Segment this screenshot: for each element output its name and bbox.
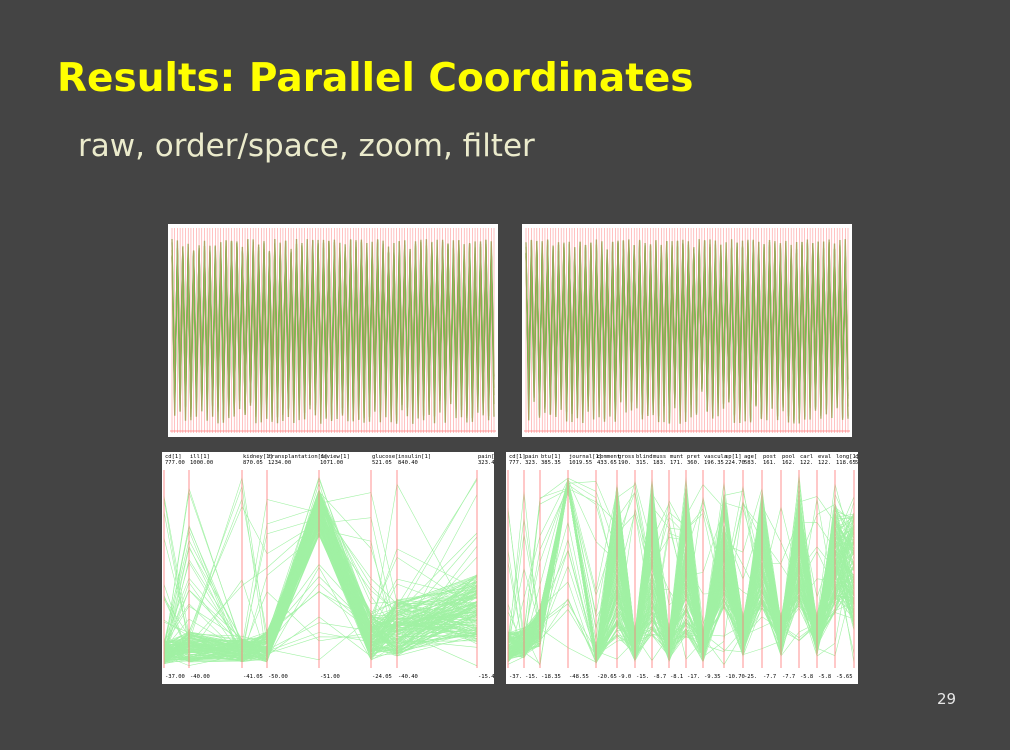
axis-name-label: pain [525,454,539,460]
axis-max-label: 840.40 [398,460,418,466]
axis-min-label: -40.00 [190,674,210,680]
axis-max-label: 1000.00 [190,460,214,466]
axis-max-label: 122. [818,460,832,466]
slide-subtitle: raw, order/space, zoom, filter [78,128,535,164]
axis-min-label: -37.00 [165,674,185,680]
raw-axes [525,228,849,433]
axis-max-label: 1019.55 [569,460,593,466]
axis-name-label: eval [818,454,832,460]
axis-min-label: -20.65 [597,674,617,680]
axis-min-label: -17. [687,674,701,680]
axis-min-label: -8.1 [670,674,684,680]
axis-max-label: 777. [509,460,523,466]
raw-plot-right [522,224,852,437]
raw-parallel-coordinates-left [168,224,498,437]
raw-plot-left [168,224,498,437]
axis-name-label: review[1] [320,454,350,460]
data-lines [163,476,478,667]
axis-name-label: age[ [744,454,758,460]
axis-name-label: post [763,454,777,460]
axis-name-label: pret [687,454,701,460]
axis-name-label: journal[1] [569,454,603,460]
axis-name-label: sp[1] [725,454,742,460]
axis-max-label: 190. [618,460,632,466]
axis-name-label: pain[1] [478,454,494,460]
axis-max-label: 224.70 [725,460,745,466]
axis-min-label: -7.7 [782,674,796,680]
axis-max-label: 1234.00 [268,460,292,466]
axes [163,470,478,668]
axis-name-label: c [855,454,858,460]
axis-min-label: -24.05 [372,674,392,680]
axis-name-label: ill[1] [190,454,210,460]
axis-max-label: 1071.00 [320,460,344,466]
axis-name-label: pool [782,454,796,460]
axis-name-label: gross [618,454,635,460]
axis-min-label: -7.7 [763,674,777,680]
axis-min-label: -5.8 [800,674,814,680]
axis-max-label: 122. [800,460,814,466]
axis-min-label: -5.8 [818,674,832,680]
axis-name-label: glucose[ [372,454,399,460]
axis-min-label: -18.35 [541,674,561,680]
axis-max-label: 315. [636,460,650,466]
axis-min-label: -15. [525,674,539,680]
axis-name-label: carl [800,454,814,460]
axis-name-label: transplantation[1] [268,454,328,460]
axis-min-label: -15. [636,674,650,680]
zoom-plot [162,452,494,684]
axes [507,470,855,668]
axis-name-label: blind [636,454,653,460]
axis-min-label: -15.40 [478,674,494,680]
slide-title: Results: Parallel Coordinates [57,56,694,101]
axis-max-label: 323. [525,460,539,466]
axis-max-label: 521.05 [372,460,392,466]
axis-name-label: insulin[1] [398,454,432,460]
filter-plot [506,452,858,684]
axis-name-label: vascula [704,454,728,460]
page-number: 29 [937,690,957,708]
raw-axes [171,228,495,433]
axis-max-label: 385.35 [541,460,561,466]
axis-name-label: comment [597,454,621,460]
axis-max-label: 777.00 [165,460,185,466]
axis-max-label: 196.35 [704,460,724,466]
axis-min-label: -9.35 [704,674,721,680]
axis-max-label: 433.65 [597,460,617,466]
axis-min-label: -48.55 [569,674,589,680]
axis-min-label: -25. [744,674,758,680]
axis-name-label: btu[1] [541,454,561,460]
axis-min-label: -9.0 [618,674,632,680]
axis-name-label: kidney[1] [243,454,273,460]
axis-name-label: cd[1] [509,454,526,460]
axis-min-label: -50.00 [268,674,288,680]
axis-min-label: -41.05 [243,674,263,680]
axis-max-label: 360. [687,460,701,466]
axis-max-label: 5 [855,460,858,466]
axis-min-label: -51.00 [320,674,340,680]
axis-name-label: cd[1] [165,454,182,460]
axis-max-label: 118.65 [836,460,856,466]
axis-min-label: -10.70 [725,674,745,680]
axis-max-label: 171. [670,460,684,466]
axis-min-label: -37. [509,674,523,680]
zoomed-parallel-coordinates: cd[1] 777.00 -37.00 ill[1] 1000.00 -40.00 kidn… [162,452,494,684]
filtered-parallel-coordinates: cd[1] 777. -37. pain 323. -15. btu[1] 385.35 -18… [506,452,858,684]
raw-lines [525,239,849,424]
raw-parallel-coordinates-right [522,224,852,437]
axis-max-label: 161. [763,460,777,466]
axis-max-label: 323.40 [478,460,494,466]
axis-name-label: long[1] [836,454,858,460]
axis-max-label: 583. [744,460,758,466]
axis-name-label: muss [653,454,667,460]
raw-lines [171,238,495,424]
axis-min-label: -5.65 [836,674,853,680]
axis-min-label: -40.40 [398,674,418,680]
axis-min-label: -8.7 [653,674,667,680]
axis-name-label: munt [670,454,684,460]
axis-max-label: 162. [782,460,796,466]
axis-max-label: 870.05 [243,460,263,466]
axis-max-label: 183. [653,460,667,466]
